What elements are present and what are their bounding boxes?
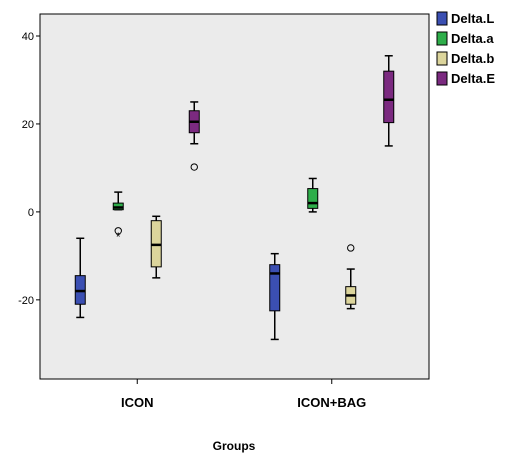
box-body (383, 70, 395, 124)
legend-label: Delta.E (451, 71, 495, 86)
legend-label: Delta.b (451, 51, 494, 66)
box-delta-l-icon (74, 237, 86, 319)
outlier-star: * (116, 230, 121, 244)
box-delta-a-icon: * (112, 191, 124, 244)
legend-item: Delta.a (436, 31, 494, 46)
y-tick-label: -20 (18, 295, 34, 307)
legend-item: Delta.b (436, 51, 494, 66)
box-delta-b-icon-bag (345, 244, 357, 310)
box-delta-e-icon-bag (383, 55, 395, 147)
box-body (307, 188, 319, 209)
x-category-label: ICON+BAG (297, 395, 366, 410)
box-delta-l-icon-bag (269, 252, 281, 341)
box-delta-e-icon (188, 101, 200, 171)
legend-swatch (436, 11, 448, 26)
boxes-layer: * (74, 55, 395, 341)
x-axis: ICON ICON+BAG (121, 379, 366, 410)
legend-swatch (436, 71, 448, 86)
box-body (269, 264, 281, 312)
x-axis-title: Groups (213, 439, 256, 453)
y-tick-label: 40 (22, 31, 34, 43)
outlier-circle (114, 227, 122, 235)
y-tick-label: 0 (28, 207, 34, 219)
legend-label: Delta.L (451, 11, 494, 26)
x-category-label: ICON (121, 395, 154, 410)
legend-swatch (436, 31, 448, 46)
outlier-circle (347, 244, 355, 252)
y-axis: 40 20 0 -20 (18, 31, 40, 307)
legend: Delta.L Delta.a Delta.b Delta.E (436, 11, 495, 86)
legend-item: Delta.E (436, 71, 495, 86)
outlier-circle (190, 163, 198, 171)
legend-swatch (436, 51, 448, 66)
y-tick-label: 20 (22, 119, 34, 131)
box-delta-a-icon-bag (307, 177, 319, 213)
legend-item: Delta.L (436, 11, 494, 26)
plot-area (39, 13, 430, 380)
legend-label: Delta.a (451, 31, 494, 46)
box-delta-b-icon (150, 215, 162, 279)
